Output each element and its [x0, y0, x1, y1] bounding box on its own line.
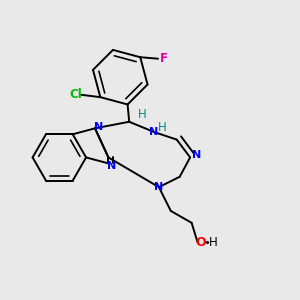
Text: N: N	[107, 161, 117, 171]
Text: H: H	[208, 236, 217, 249]
Text: N: N	[154, 182, 164, 192]
Text: H: H	[158, 121, 166, 134]
Text: H: H	[138, 108, 147, 121]
Text: O: O	[196, 236, 206, 249]
Text: Cl: Cl	[69, 88, 82, 101]
Text: N: N	[192, 150, 201, 160]
Text: N: N	[149, 128, 158, 137]
Text: N: N	[94, 122, 103, 131]
Text: F: F	[159, 52, 167, 65]
